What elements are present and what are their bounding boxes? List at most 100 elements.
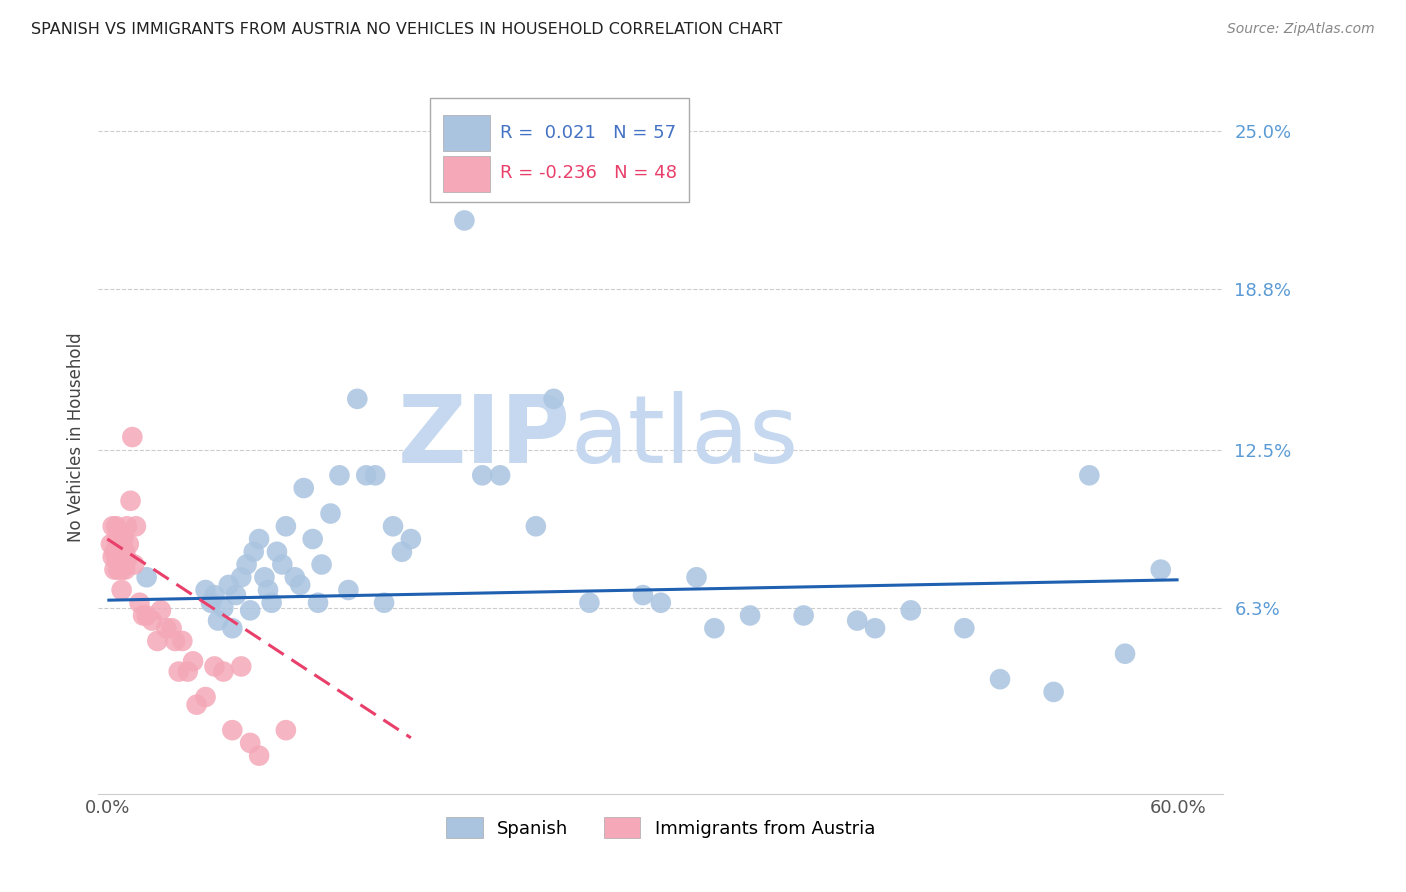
Point xyxy=(578,596,600,610)
Point xyxy=(155,621,177,635)
Point xyxy=(703,621,725,635)
Point xyxy=(399,532,422,546)
Point xyxy=(181,654,204,668)
Point xyxy=(391,545,413,559)
Text: R =  0.021   N = 57: R = 0.021 N = 57 xyxy=(501,124,676,142)
Point xyxy=(247,748,270,763)
Point xyxy=(132,608,155,623)
Point xyxy=(543,392,565,406)
Point xyxy=(218,578,240,592)
Point xyxy=(111,563,134,577)
Point xyxy=(738,608,761,623)
Point xyxy=(135,570,157,584)
Point xyxy=(100,537,122,551)
Point xyxy=(900,603,922,617)
Point xyxy=(167,665,190,679)
Point xyxy=(846,614,869,628)
Point xyxy=(108,558,131,572)
FancyBboxPatch shape xyxy=(443,156,489,192)
Point xyxy=(107,537,129,551)
FancyBboxPatch shape xyxy=(430,98,689,202)
Point xyxy=(271,558,294,572)
Point xyxy=(260,596,283,610)
Point xyxy=(112,532,135,546)
Point xyxy=(114,563,136,577)
Point xyxy=(685,570,707,584)
Text: SPANISH VS IMMIGRANTS FROM AUSTRIA NO VEHICLES IN HOUSEHOLD CORRELATION CHART: SPANISH VS IMMIGRANTS FROM AUSTRIA NO VE… xyxy=(31,22,782,37)
FancyBboxPatch shape xyxy=(443,115,489,151)
Point xyxy=(111,582,134,597)
Point xyxy=(266,545,288,559)
Point xyxy=(207,614,229,628)
Point xyxy=(288,578,311,592)
Point xyxy=(176,665,198,679)
Point xyxy=(101,519,124,533)
Point xyxy=(103,545,125,559)
Point xyxy=(307,596,329,610)
Point xyxy=(489,468,512,483)
Point xyxy=(274,723,297,738)
Point xyxy=(103,563,125,577)
Point xyxy=(112,552,135,566)
Point xyxy=(346,392,368,406)
Point xyxy=(1114,647,1136,661)
Point xyxy=(471,468,494,483)
Point xyxy=(120,493,142,508)
Point xyxy=(953,621,976,635)
Point xyxy=(328,468,350,483)
Y-axis label: No Vehicles in Household: No Vehicles in Household xyxy=(66,332,84,542)
Point xyxy=(231,659,253,673)
Point xyxy=(1150,563,1173,577)
Point xyxy=(212,600,235,615)
Text: ZIP: ZIP xyxy=(398,391,571,483)
Point xyxy=(364,468,387,483)
Point xyxy=(235,558,257,572)
Point xyxy=(524,519,547,533)
Point xyxy=(114,545,136,559)
Point xyxy=(204,588,226,602)
Point xyxy=(311,558,333,572)
Point xyxy=(239,736,262,750)
Point xyxy=(793,608,815,623)
Point xyxy=(292,481,315,495)
Point xyxy=(172,634,194,648)
Point xyxy=(105,532,128,546)
Point xyxy=(650,596,672,610)
Point xyxy=(118,537,141,551)
Point xyxy=(274,519,297,533)
Text: Source: ZipAtlas.com: Source: ZipAtlas.com xyxy=(1227,22,1375,37)
Point xyxy=(186,698,208,712)
Point xyxy=(319,507,342,521)
Point xyxy=(105,519,128,533)
Point xyxy=(373,596,395,610)
Point xyxy=(239,603,262,617)
Point xyxy=(160,621,183,635)
Point xyxy=(101,549,124,564)
Point xyxy=(257,582,280,597)
Point xyxy=(453,213,475,227)
Point xyxy=(212,665,235,679)
Point xyxy=(221,723,243,738)
Point xyxy=(247,532,270,546)
Point xyxy=(107,563,129,577)
Point xyxy=(382,519,405,533)
Point xyxy=(225,588,247,602)
Point xyxy=(194,582,217,597)
Point xyxy=(146,634,169,648)
Point xyxy=(242,545,264,559)
Point xyxy=(105,552,128,566)
Point xyxy=(284,570,307,584)
Point xyxy=(231,570,253,584)
Point xyxy=(631,588,654,602)
Point xyxy=(135,608,157,623)
Point xyxy=(115,519,138,533)
Point xyxy=(125,519,148,533)
Point xyxy=(337,582,360,597)
Point xyxy=(1078,468,1101,483)
Point xyxy=(200,596,222,610)
Point xyxy=(115,552,138,566)
Point xyxy=(863,621,886,635)
Point xyxy=(1042,685,1064,699)
Point xyxy=(204,659,226,673)
Text: R = -0.236   N = 48: R = -0.236 N = 48 xyxy=(501,164,676,182)
